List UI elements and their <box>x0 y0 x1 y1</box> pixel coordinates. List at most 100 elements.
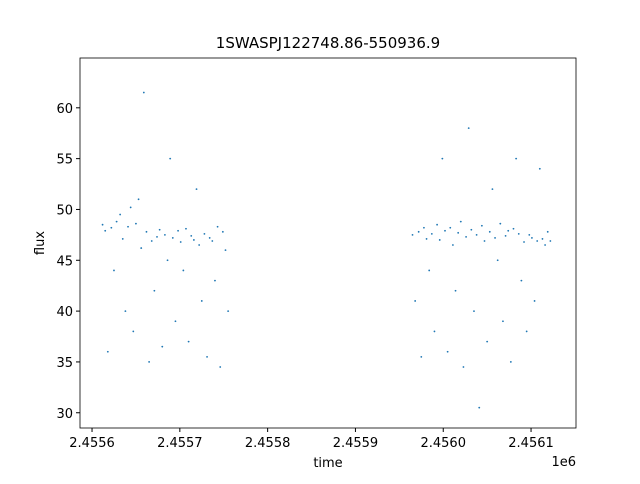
point <box>187 340 190 343</box>
point <box>520 279 523 282</box>
point <box>214 279 216 282</box>
x-axis-label: time <box>313 456 342 471</box>
point <box>430 232 433 235</box>
point <box>459 220 462 223</box>
point <box>417 230 420 233</box>
point <box>174 320 177 323</box>
point <box>185 227 187 230</box>
point <box>145 230 148 233</box>
point <box>454 289 457 292</box>
point <box>475 233 478 236</box>
point <box>127 225 129 228</box>
point <box>541 238 544 240</box>
point <box>425 238 428 240</box>
point <box>150 240 153 242</box>
point <box>171 237 174 239</box>
point <box>452 244 454 246</box>
point <box>158 228 161 231</box>
point <box>153 289 156 292</box>
point <box>449 226 452 229</box>
point <box>509 361 512 363</box>
y-tick-label: 30 <box>56 407 73 422</box>
point <box>208 237 211 239</box>
point <box>106 350 109 353</box>
point <box>499 222 502 225</box>
point <box>101 223 104 226</box>
point <box>148 361 151 363</box>
point <box>124 310 127 313</box>
point <box>483 240 486 242</box>
chart-title: 1SWASPJ122748.86-550936.9 <box>216 34 440 52</box>
y-tick-label: 50 <box>56 203 73 218</box>
point <box>538 167 541 170</box>
point <box>420 355 423 358</box>
point <box>177 229 179 232</box>
y-tick-label: 55 <box>56 153 73 168</box>
point <box>504 234 507 237</box>
point <box>211 240 214 242</box>
point <box>457 231 460 234</box>
x-tick-label: 2.4556 <box>69 436 115 451</box>
point <box>494 237 496 239</box>
y-tick-label: 35 <box>56 356 73 371</box>
point <box>140 247 143 249</box>
point <box>523 241 525 243</box>
x-tick-label: 2.4561 <box>508 436 554 451</box>
point <box>219 366 222 368</box>
y-tick-label: 60 <box>56 102 73 117</box>
point <box>441 157 444 160</box>
point <box>195 188 198 191</box>
point <box>433 330 436 333</box>
point <box>470 228 473 231</box>
x-offset-label: 1e6 <box>551 455 576 470</box>
point <box>142 91 145 94</box>
point <box>491 188 494 191</box>
point <box>480 224 483 227</box>
point <box>129 206 132 209</box>
point <box>515 157 518 160</box>
x-tick-label: 2.4558 <box>245 436 291 451</box>
point <box>549 240 552 242</box>
point <box>198 244 201 246</box>
x-tick-label: 2.4559 <box>333 436 379 451</box>
point <box>423 226 425 229</box>
point <box>446 350 449 353</box>
point <box>216 225 219 228</box>
x-tick-label: 2.4560 <box>420 436 466 451</box>
point <box>465 236 467 238</box>
point <box>169 157 172 160</box>
point <box>496 259 499 262</box>
point <box>428 269 431 272</box>
point <box>135 222 137 225</box>
point <box>161 345 164 348</box>
point <box>179 241 182 243</box>
point <box>444 229 446 232</box>
x-tick-label: 2.4557 <box>157 436 203 451</box>
point <box>544 244 546 246</box>
y-axis-label: flux <box>33 231 48 255</box>
point <box>164 233 166 236</box>
point <box>113 269 115 272</box>
y-tick-label: 40 <box>56 305 73 320</box>
point <box>436 223 438 226</box>
point <box>227 310 230 313</box>
point <box>190 234 193 237</box>
point <box>110 226 113 229</box>
point <box>438 239 441 241</box>
point <box>182 269 185 272</box>
point <box>206 355 208 358</box>
point <box>221 230 224 233</box>
point <box>156 236 158 238</box>
point <box>104 229 107 232</box>
point <box>528 233 531 236</box>
point <box>121 238 124 240</box>
point <box>137 198 140 201</box>
point <box>462 366 465 368</box>
point <box>517 232 520 235</box>
point <box>507 229 510 232</box>
point <box>525 330 528 333</box>
point <box>119 213 122 216</box>
point <box>478 406 481 409</box>
point <box>224 249 227 252</box>
